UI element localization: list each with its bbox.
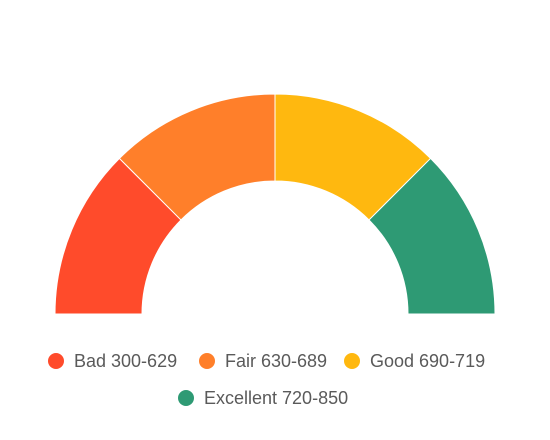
legend-marker-good bbox=[344, 353, 360, 369]
gauge-arcs bbox=[54, 93, 496, 315]
legend-item-good[interactable]: Good 690-719 bbox=[344, 351, 485, 371]
legend-label-excellent: Excellent 720-850 bbox=[204, 388, 348, 408]
legend-label-fair: Fair 630-689 bbox=[225, 351, 327, 371]
legend-marker-bad bbox=[48, 353, 64, 369]
legend-label-good: Good 690-719 bbox=[370, 351, 485, 371]
chart-legend: Bad 300-629 Fair 630-689 Good 690-719 Excel… bbox=[48, 351, 485, 408]
legend-item-excellent[interactable]: Excellent 720-850 bbox=[178, 388, 348, 408]
legend-label-bad: Bad 300-629 bbox=[74, 351, 177, 371]
legend-item-bad[interactable]: Bad 300-629 bbox=[48, 351, 177, 371]
gauge-segment-excellent[interactable] bbox=[368, 157, 496, 315]
legend-marker-excellent bbox=[178, 390, 194, 406]
legend-marker-fair bbox=[199, 353, 215, 369]
legend-item-fair[interactable]: Fair 630-689 bbox=[199, 351, 327, 371]
